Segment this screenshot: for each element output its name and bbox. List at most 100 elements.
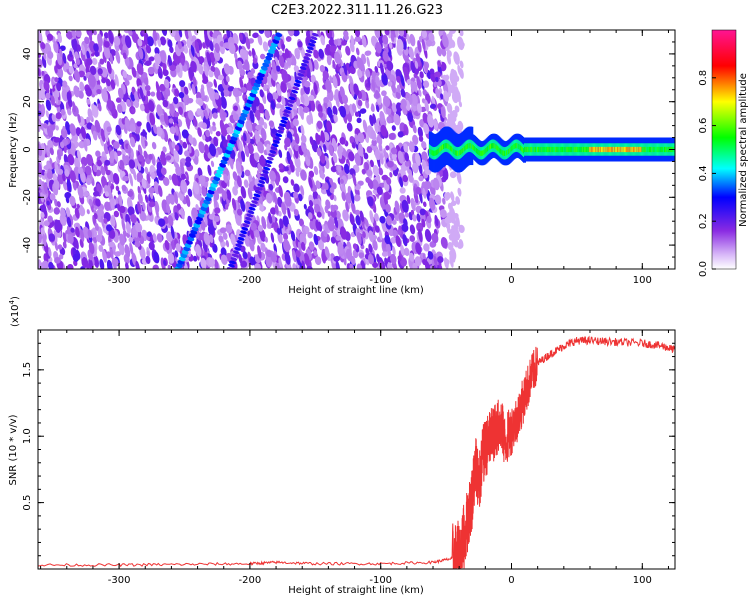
heatmap-cell: [289, 75, 296, 89]
heatmap-cell: [127, 206, 135, 216]
heatmap-cell: [211, 125, 217, 132]
heatmap-cell: [165, 86, 171, 97]
heatmap-cell: [62, 241, 67, 249]
colorbar-tick-label: 0.2: [698, 213, 709, 229]
heatmap-cell: [259, 53, 266, 60]
heatmap-cell: [184, 161, 192, 168]
heatmap-cell: [173, 111, 180, 118]
y-tick-label: 1.0: [22, 428, 33, 444]
heatmap-cell: [378, 167, 384, 176]
heatmap-cell: [409, 252, 415, 262]
heatmap-cell: [374, 30, 381, 39]
heatmap-cell: [193, 30, 199, 36]
heatmap-cell: [275, 65, 281, 72]
heatmap-cell: [182, 141, 188, 149]
heatmap-cell: [419, 71, 424, 79]
heatmap-cell: [184, 171, 189, 182]
heatmap-cell: [181, 129, 189, 139]
heatmap-cell: [39, 88, 47, 100]
heatmap-cell: [144, 34, 148, 47]
snr-frame: [37, 329, 676, 570]
heatmap-cell: [298, 218, 305, 227]
heatmap-cell: [54, 240, 59, 251]
heatmap-cell: [214, 259, 219, 269]
heatmap-cell: [220, 96, 227, 109]
snr-y-label: SNR (10 * v/v): [8, 414, 19, 485]
heatmap-cell: [349, 136, 355, 145]
heatmap-cell: [191, 83, 196, 95]
heatmap-marks: [38, 30, 675, 269]
heatmap-cell: [329, 75, 333, 83]
heatmap-cell: [100, 215, 105, 229]
heatmap-cell: [421, 141, 427, 149]
heatmap-cell: [459, 30, 464, 37]
heatmap-cell: [233, 105, 238, 111]
heatmap-cell: [323, 143, 327, 153]
heatmap-cell: [204, 144, 210, 156]
x-tick-label: -200: [239, 575, 262, 586]
heatmap-cell: [75, 58, 81, 65]
heatmap-cell: [150, 91, 156, 97]
heatmap-cell: [337, 148, 343, 160]
heatmap-cell: [277, 196, 283, 208]
heatmap-cell: [131, 108, 136, 114]
heatmap-cell: [148, 241, 155, 251]
y-tick-label: 40: [22, 48, 33, 61]
heatmap-cell: [422, 80, 430, 88]
heatmap-cell: [424, 228, 432, 243]
heatmap-cell: [198, 141, 205, 154]
heatmap-cell: [213, 79, 218, 88]
heatmap-cell: [434, 214, 439, 227]
heatmap-cell: [77, 113, 81, 124]
heatmap-cell: [110, 183, 115, 190]
heatmap-cell: [132, 168, 137, 181]
heatmap-cell: [270, 207, 277, 215]
heatmap-cell: [73, 141, 80, 148]
heatmap-cell: [210, 160, 215, 168]
heatmap-cell: [400, 244, 405, 256]
heatmap-cell: [454, 105, 460, 113]
heatmap-cell: [364, 50, 372, 56]
heatmap-cell: [450, 247, 457, 261]
heatmap-cell: [409, 33, 416, 47]
heatmap-cell: [144, 60, 152, 66]
heatmap-cell: [145, 45, 152, 54]
heatmap-cell: [76, 203, 81, 209]
heatmap-cell: [87, 108, 93, 121]
heatmap-cell: [129, 173, 134, 187]
heatmap-cell: [282, 176, 289, 184]
snr-series-line: [38, 335, 675, 569]
heatmap-cell: [202, 42, 206, 49]
heatmap-cell: [322, 70, 329, 81]
heatmap-cell: [276, 83, 282, 97]
heatmap-cell: [121, 218, 126, 232]
heatmap-cell: [84, 36, 90, 45]
heatmap-cell: [351, 201, 356, 214]
heatmap-cell: [354, 111, 360, 117]
heatmap-cell: [158, 71, 163, 79]
heatmap-cell: [323, 155, 330, 170]
heatmap-cell: [70, 227, 75, 233]
heatmap-cell: [362, 119, 368, 133]
heatmap-cell: [68, 75, 73, 82]
snr-x-ticks: -300 -200 -100 0 100: [40, 330, 669, 586]
heatmap-cell: [156, 90, 162, 101]
heatmap-cell: [198, 56, 205, 64]
heatmap-cell: [220, 90, 225, 98]
heatmap-cell: [404, 212, 409, 218]
heatmap-cell: [137, 163, 141, 171]
heatmap-cell: [75, 30, 82, 38]
heatmap-cell: [447, 202, 453, 211]
heatmap-cell: [260, 242, 266, 253]
heatmap-cell: [396, 75, 401, 83]
heatmap-cell: [345, 192, 353, 204]
heatmap-cell: [261, 216, 267, 230]
heatmap-cell: [320, 35, 326, 46]
heatmap-cell: [146, 36, 154, 47]
heatmap-cell: [197, 127, 202, 137]
heatmap-cell: [297, 41, 303, 48]
heatmap-cell: [363, 152, 369, 160]
heatmap-cell: [345, 45, 351, 56]
heatmap-cell: [95, 150, 101, 158]
heatmap-cell: [140, 131, 148, 137]
